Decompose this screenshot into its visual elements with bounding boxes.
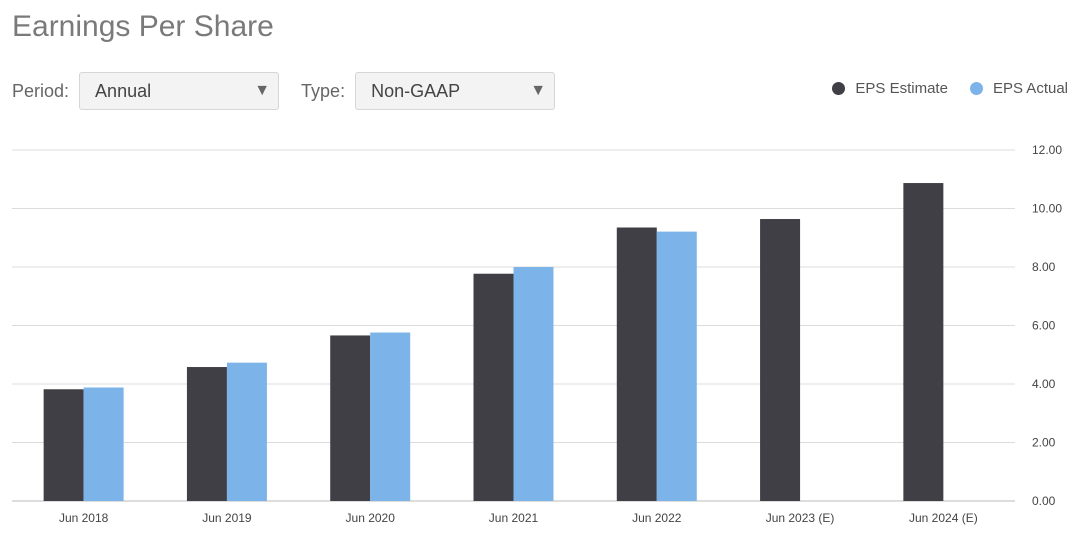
period-label: Period: xyxy=(12,80,70,101)
y-tick-label: 8.00 xyxy=(1032,260,1056,274)
legend-item-estimate[interactable]: EPS Estimate xyxy=(832,80,948,97)
bar-eps-estimate xyxy=(330,335,371,501)
bar-eps-actual xyxy=(226,362,267,501)
legend-dot-actual-icon xyxy=(969,82,983,95)
y-tick-label: 6.00 xyxy=(1032,319,1056,333)
type-select[interactable]: Non-GAAP ▼ xyxy=(355,72,556,110)
y-tick-label: 0.00 xyxy=(1032,494,1056,508)
bar-eps-estimate xyxy=(760,219,801,501)
y-tick-label: 4.00 xyxy=(1032,377,1056,391)
period-select-value: Annual xyxy=(95,80,152,101)
bar-eps-actual xyxy=(656,231,697,502)
x-tick-label: Jun 2023 (E) xyxy=(766,511,835,525)
y-tick-label: 12.00 xyxy=(1032,143,1062,157)
dropdown-arrow-icon: ▼ xyxy=(254,82,271,99)
y-tick-label: 10.00 xyxy=(1032,202,1062,216)
x-tick-label: Jun 2021 xyxy=(489,511,539,525)
x-tick-label: Jun 2020 xyxy=(346,511,396,525)
x-tick-label: Jun 2022 xyxy=(632,511,682,525)
bar-eps-estimate xyxy=(473,273,514,501)
bar-eps-estimate xyxy=(186,367,227,501)
bar-eps-estimate xyxy=(903,183,944,502)
bar-eps-actual xyxy=(370,332,411,501)
x-tick-label: Jun 2024 (E) xyxy=(909,511,978,525)
legend-dot-estimate-icon xyxy=(832,82,846,95)
y-tick-label: 2.00 xyxy=(1032,436,1056,450)
chart-title: Earnings Per Share xyxy=(12,10,274,43)
chart-controls: Period: Annual ▼ Type: Non-GAAP ▼ xyxy=(12,72,556,110)
x-tick-label: Jun 2018 xyxy=(59,511,109,525)
chart-legend: EPS Estimate EPS Actual xyxy=(810,80,1068,97)
bar-eps-actual xyxy=(83,387,124,501)
bar-eps-estimate xyxy=(616,227,657,501)
bar-eps-estimate xyxy=(43,389,84,501)
x-tick-label: Jun 2019 xyxy=(202,511,252,525)
legend-item-actual[interactable]: EPS Actual xyxy=(969,80,1068,97)
type-select-value: Non-GAAP xyxy=(371,80,461,101)
type-label: Type: xyxy=(301,80,346,101)
legend-label-estimate: EPS Estimate xyxy=(855,80,948,97)
period-select[interactable]: Annual ▼ xyxy=(79,72,280,110)
dropdown-arrow-icon: ▼ xyxy=(530,82,547,99)
legend-label-actual: EPS Actual xyxy=(992,80,1068,97)
bar-eps-actual xyxy=(513,267,554,501)
